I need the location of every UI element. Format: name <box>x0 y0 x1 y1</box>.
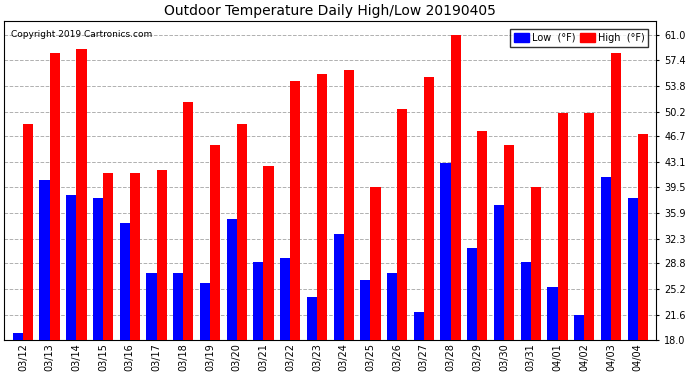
Bar <box>467 248 477 340</box>
Bar <box>103 173 113 340</box>
Bar <box>547 287 558 340</box>
Text: Copyright 2019 Cartronics.com: Copyright 2019 Cartronics.com <box>10 30 152 39</box>
Bar <box>333 234 344 340</box>
Bar <box>558 113 568 340</box>
Bar <box>119 223 130 340</box>
Bar <box>638 134 648 340</box>
Bar <box>360 280 371 340</box>
Bar <box>290 81 300 340</box>
Bar <box>77 49 86 340</box>
Bar <box>424 78 434 340</box>
Bar <box>253 262 264 340</box>
Bar <box>210 145 220 340</box>
Bar <box>371 188 381 340</box>
Bar <box>494 205 504 340</box>
Bar <box>440 163 451 340</box>
Bar <box>611 53 621 340</box>
Bar <box>280 258 290 340</box>
Bar <box>414 312 424 340</box>
Bar <box>66 195 77 340</box>
Bar <box>93 198 103 340</box>
Bar <box>226 219 237 340</box>
Bar <box>601 177 611 340</box>
Bar <box>584 113 594 340</box>
Bar <box>531 188 541 340</box>
Bar <box>397 110 407 340</box>
Bar <box>521 262 531 340</box>
Bar <box>173 273 184 340</box>
Bar <box>200 283 210 340</box>
Bar <box>344 70 354 340</box>
Bar <box>387 273 397 340</box>
Bar <box>157 170 167 340</box>
Bar <box>39 180 50 340</box>
Bar <box>264 166 274 340</box>
Bar <box>504 145 514 340</box>
Bar <box>477 131 488 340</box>
Bar <box>574 315 584 340</box>
Bar <box>451 35 461 340</box>
Bar <box>23 124 33 340</box>
Bar <box>12 333 23 340</box>
Legend: Low  (°F), High  (°F): Low (°F), High (°F) <box>511 29 649 46</box>
Bar <box>50 53 60 340</box>
Bar <box>628 198 638 340</box>
Title: Outdoor Temperature Daily High/Low 20190405: Outdoor Temperature Daily High/Low 20190… <box>164 4 496 18</box>
Bar <box>146 273 157 340</box>
Bar <box>307 297 317 340</box>
Bar <box>130 173 140 340</box>
Bar <box>237 124 247 340</box>
Bar <box>317 74 327 340</box>
Bar <box>184 102 193 340</box>
